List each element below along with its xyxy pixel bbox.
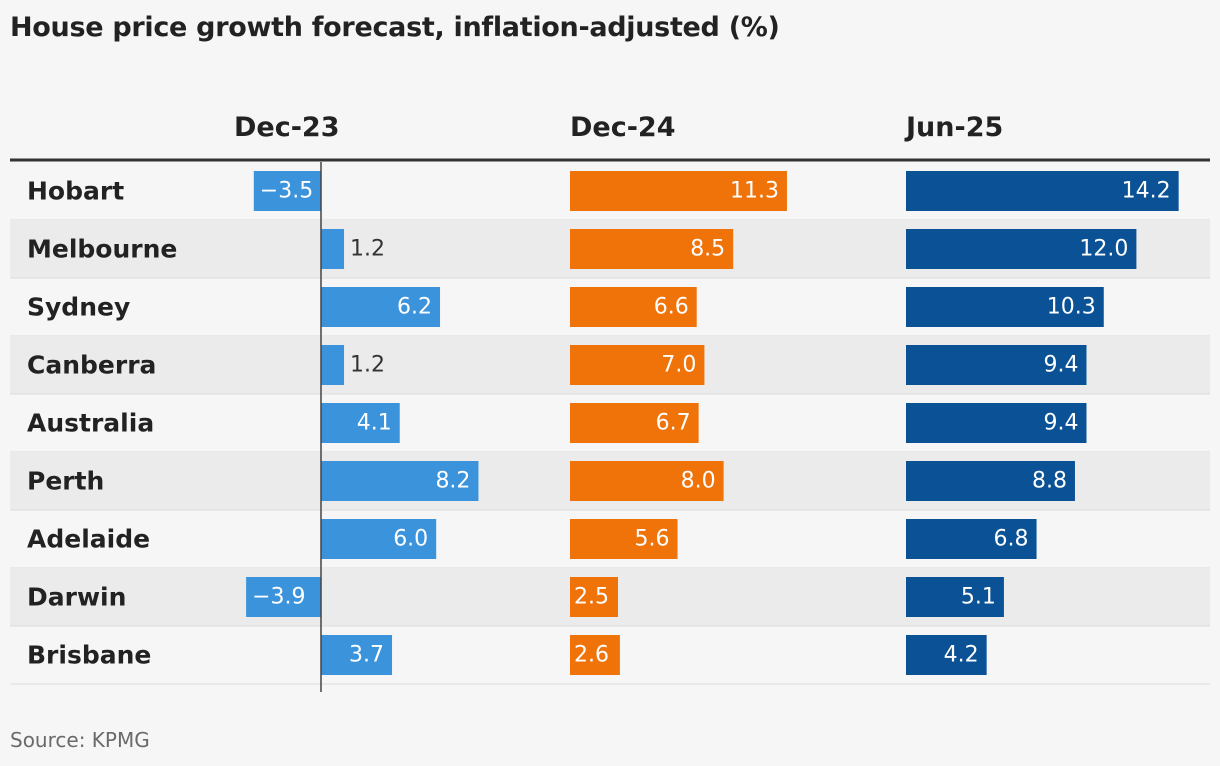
- data-label: 1.2: [350, 237, 385, 262]
- bar: [321, 287, 441, 327]
- bar: [570, 229, 734, 269]
- data-label: 10.3: [1047, 295, 1096, 320]
- data-label: 5.6: [635, 527, 670, 552]
- bar: [570, 461, 724, 501]
- bar: [321, 635, 393, 675]
- category-label: Hobart: [27, 177, 124, 206]
- bar: [570, 171, 787, 211]
- bar: [321, 229, 345, 269]
- bar: [570, 577, 618, 617]
- category-label: Australia: [27, 409, 154, 438]
- bar: [321, 345, 345, 385]
- bar: [906, 171, 1179, 211]
- category-label: Adelaide: [27, 525, 150, 554]
- bar: [321, 403, 400, 443]
- data-label: 4.2: [944, 643, 979, 668]
- category-label: Brisbane: [27, 641, 151, 670]
- data-label: 6.6: [654, 295, 689, 320]
- column-header-dec-24: Dec-24: [570, 112, 676, 143]
- bar: [906, 345, 1087, 385]
- data-label: 7.0: [661, 353, 696, 378]
- data-label: 1.2: [350, 353, 385, 378]
- data-label: 2.6: [574, 643, 609, 668]
- bar: [906, 229, 1137, 269]
- data-label: 9.4: [1043, 353, 1078, 378]
- data-label: 5.1: [961, 585, 996, 610]
- bar: [321, 461, 479, 501]
- data-label: 6.2: [397, 295, 432, 320]
- source-note: Source: KPMG: [10, 728, 150, 752]
- chart-title: House price growth forecast, inflation-a…: [10, 12, 780, 43]
- column-header-jun-25: Jun-25: [904, 112, 1003, 143]
- data-label: 9.4: [1043, 411, 1078, 436]
- bar: [570, 403, 699, 443]
- data-label: −3.5: [260, 179, 313, 204]
- data-label: 11.3: [730, 179, 779, 204]
- bar: [570, 345, 705, 385]
- data-label: 8.2: [435, 469, 470, 494]
- bar: [570, 635, 620, 675]
- data-label: 8.0: [681, 469, 716, 494]
- bar: [906, 577, 1004, 617]
- data-label: 8.8: [1032, 469, 1067, 494]
- bar: [570, 287, 697, 327]
- bar: [246, 577, 321, 617]
- data-label: 8.5: [690, 237, 725, 262]
- data-label: 6.7: [656, 411, 691, 436]
- data-label: 14.2: [1122, 179, 1171, 204]
- category-label: Melbourne: [27, 235, 177, 264]
- bar: [906, 635, 987, 675]
- column-header-dec-23: Dec-23: [234, 112, 340, 143]
- bar: [906, 403, 1087, 443]
- bar: [906, 461, 1075, 501]
- bar: [321, 519, 437, 559]
- bar: [570, 519, 678, 559]
- category-label: Canberra: [27, 351, 156, 380]
- data-label: 2.5: [574, 585, 609, 610]
- bar: [253, 171, 321, 211]
- data-label: 6.8: [994, 527, 1029, 552]
- data-label: 6.0: [393, 527, 428, 552]
- category-label: Darwin: [27, 583, 126, 612]
- category-label: Perth: [27, 467, 104, 496]
- category-label: Sydney: [27, 293, 130, 322]
- data-label: −3.9: [252, 585, 305, 610]
- data-label: 4.1: [357, 411, 392, 436]
- bar: [906, 519, 1037, 559]
- bar: [906, 287, 1104, 327]
- data-label: 12.0: [1079, 237, 1128, 262]
- data-label: 3.7: [349, 643, 384, 668]
